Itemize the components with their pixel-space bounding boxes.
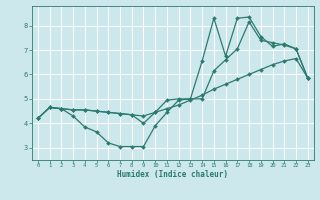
X-axis label: Humidex (Indice chaleur): Humidex (Indice chaleur) bbox=[117, 170, 228, 179]
